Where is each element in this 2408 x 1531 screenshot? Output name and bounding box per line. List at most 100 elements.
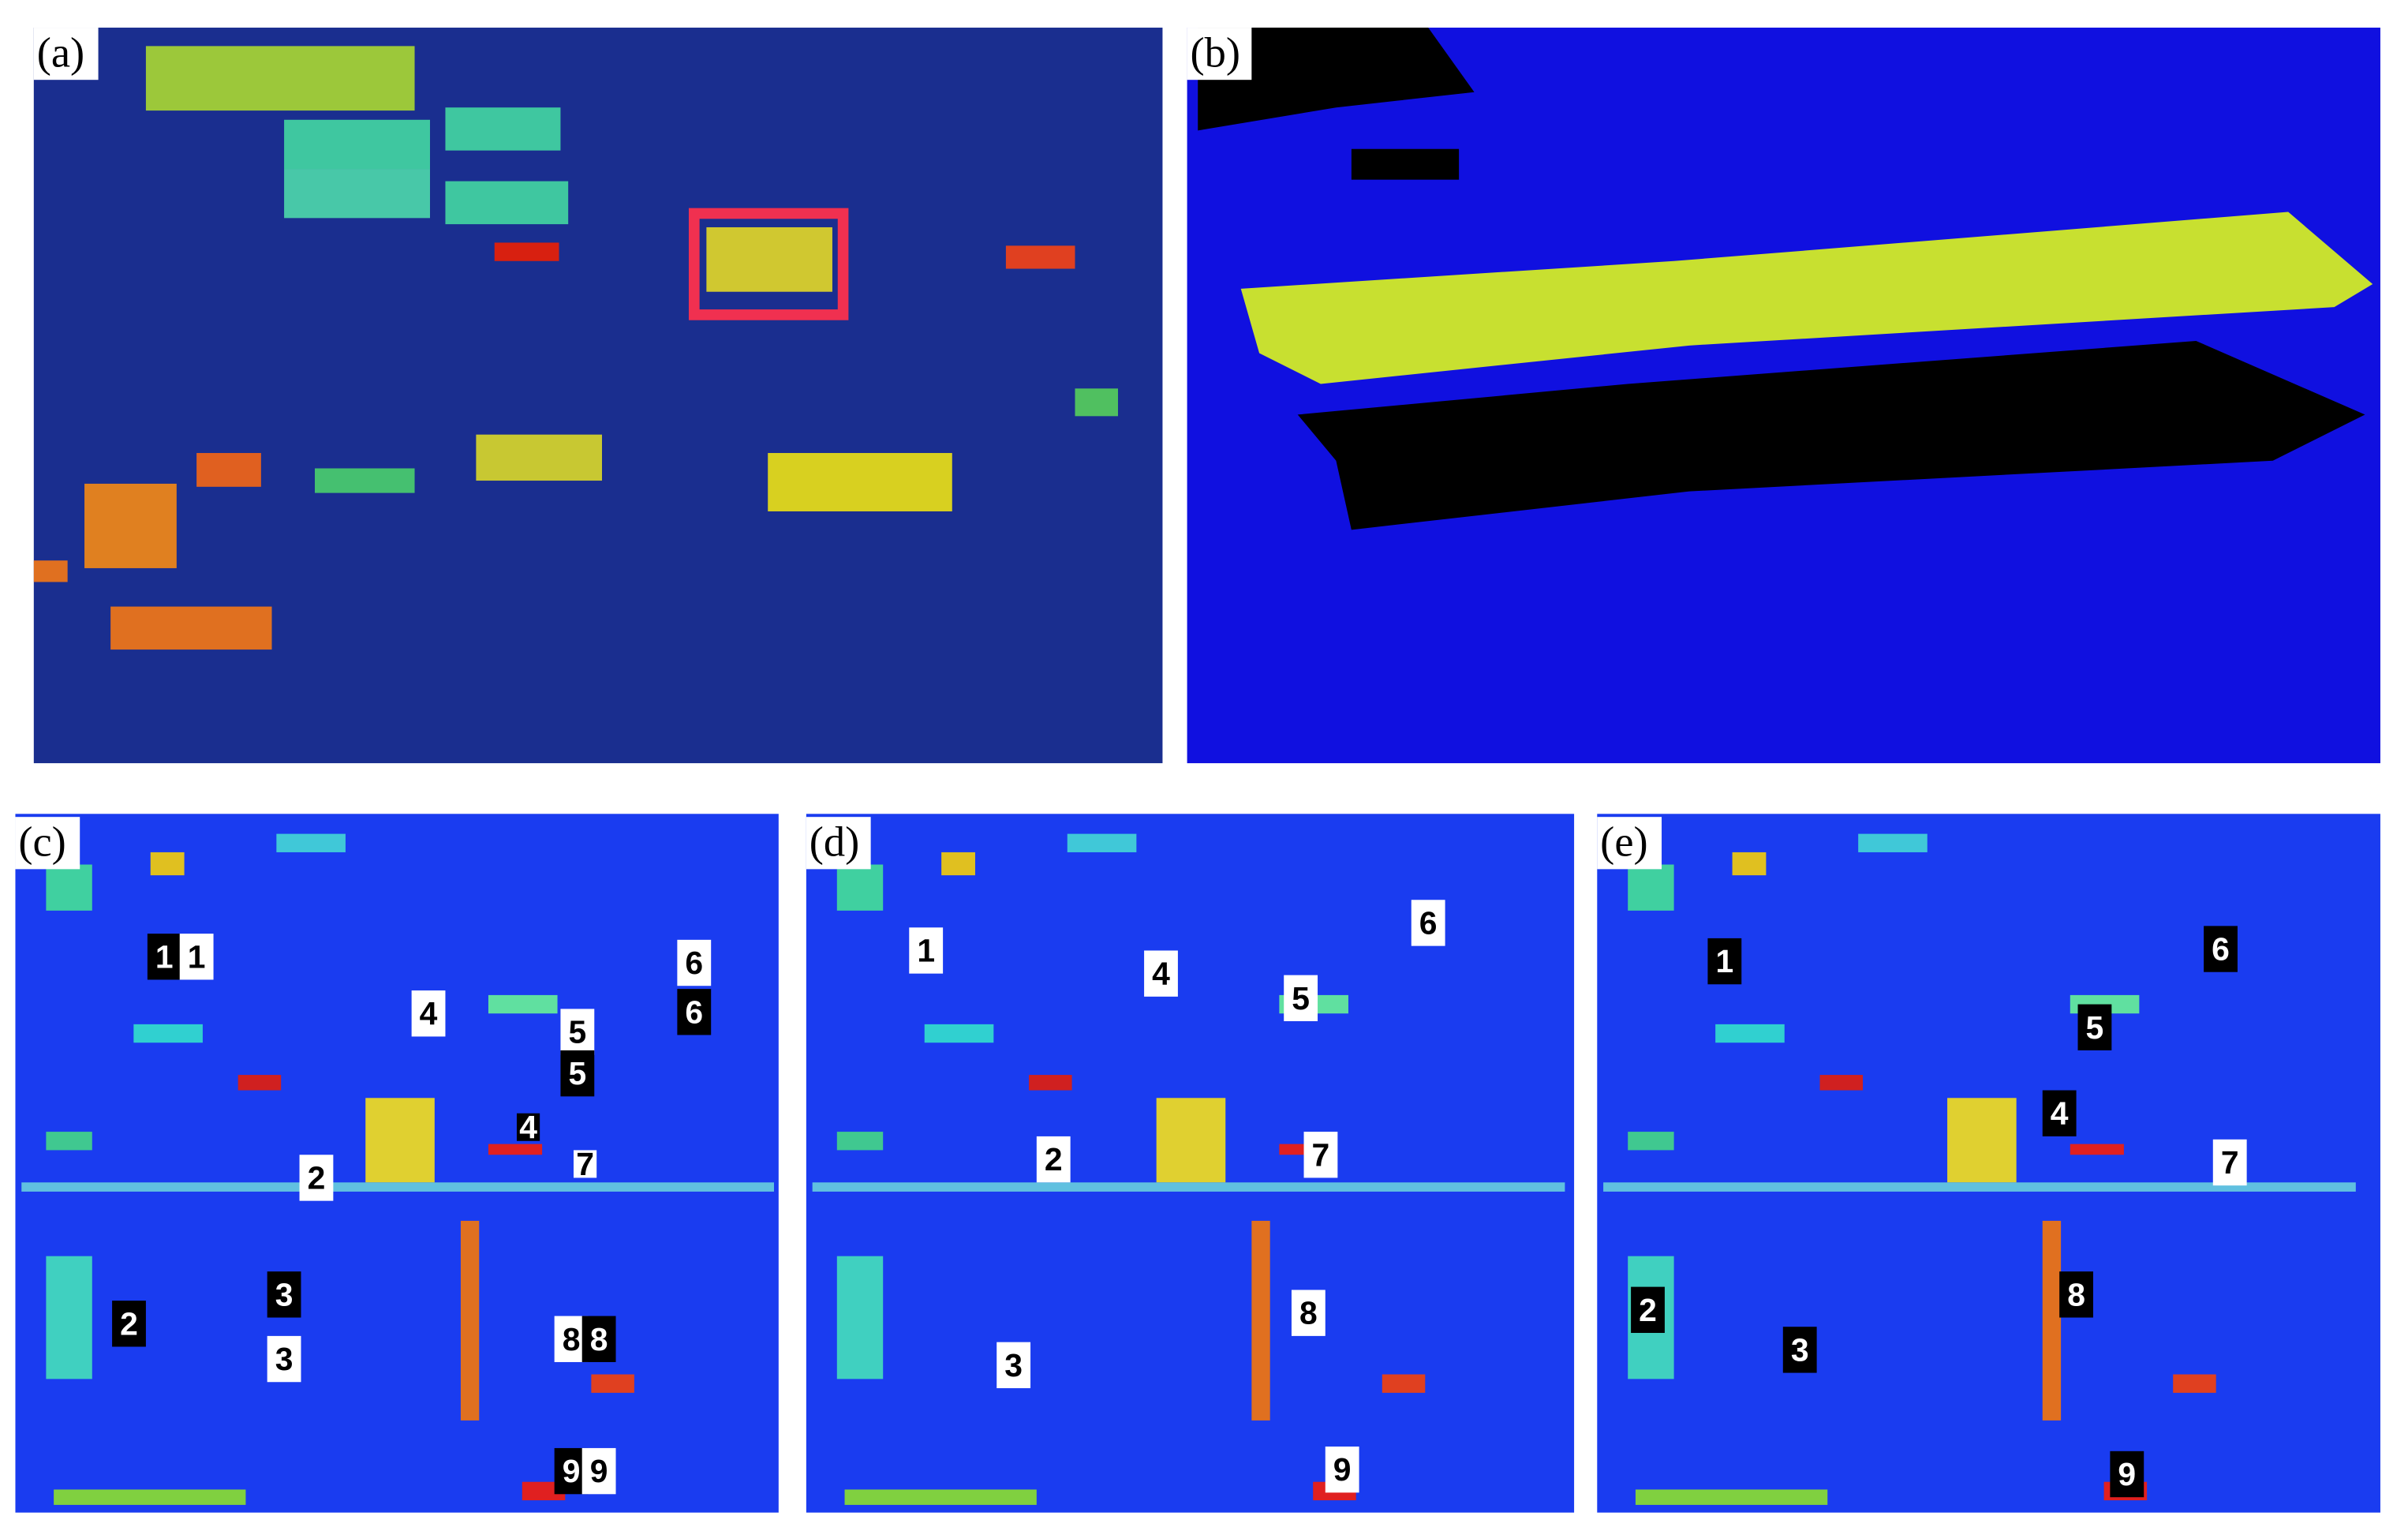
marker-background bbox=[573, 1150, 597, 1178]
marker-background bbox=[411, 990, 446, 1037]
patch bbox=[2042, 1220, 2062, 1421]
patch bbox=[150, 852, 185, 876]
label-background bbox=[15, 817, 80, 870]
marker-label: 7 bbox=[2221, 1144, 2239, 1181]
marker-label: 5 bbox=[1292, 980, 1310, 1016]
marker-label: 6 bbox=[2212, 931, 2230, 968]
marker-background bbox=[2077, 1004, 2112, 1050]
patch bbox=[276, 833, 346, 852]
marker-background bbox=[179, 934, 214, 980]
patch bbox=[1628, 1132, 1674, 1151]
patch bbox=[1635, 1489, 1828, 1505]
marker-background bbox=[1284, 975, 1318, 1021]
marker-background bbox=[1411, 900, 1445, 946]
marker-background bbox=[1782, 1327, 1817, 1373]
patch bbox=[445, 181, 569, 225]
panel-label: (c) bbox=[18, 818, 65, 866]
marker-background bbox=[1707, 938, 1742, 985]
patch bbox=[812, 1182, 1565, 1192]
patch bbox=[46, 1132, 92, 1151]
patch bbox=[1819, 1075, 1864, 1091]
shadow-band bbox=[1297, 340, 2365, 530]
patch bbox=[1005, 245, 1075, 269]
marker-label: 8 bbox=[1299, 1295, 1318, 1331]
marker-background bbox=[267, 1335, 301, 1383]
marker-background bbox=[1303, 1132, 1338, 1178]
marker-label: 3 bbox=[1791, 1331, 1809, 1368]
patch bbox=[706, 226, 832, 292]
marker-label: 2 bbox=[1045, 1141, 1063, 1177]
panel-label: (a) bbox=[37, 28, 84, 77]
marker-label: 3 bbox=[275, 1276, 294, 1312]
marker-label: 6 bbox=[685, 994, 703, 1030]
panel-image bbox=[33, 28, 1163, 764]
marker-label: 2 bbox=[1639, 1292, 1657, 1328]
marker-label: 8 bbox=[2067, 1276, 2085, 1312]
patch bbox=[844, 1489, 1037, 1505]
marker-background bbox=[299, 1155, 334, 1201]
marker-background bbox=[112, 1301, 146, 1347]
patch bbox=[1156, 1098, 1226, 1183]
patch bbox=[1603, 1182, 2356, 1192]
marker-label: 7 bbox=[1312, 1136, 1330, 1173]
patch bbox=[46, 864, 92, 911]
marker-label: 3 bbox=[275, 1341, 294, 1377]
marker-background bbox=[560, 1050, 595, 1097]
patch bbox=[2173, 1374, 2216, 1393]
marker-background bbox=[2110, 1451, 2144, 1498]
marker-label: 6 bbox=[1419, 904, 1438, 941]
patch bbox=[1947, 1098, 2017, 1183]
patch bbox=[836, 1256, 884, 1379]
marker-label: 5 bbox=[2086, 1009, 2104, 1046]
marker-background bbox=[581, 1447, 616, 1495]
patch bbox=[2070, 1144, 2124, 1155]
bright-band bbox=[1240, 211, 2373, 384]
marker-label: 4 bbox=[519, 1109, 537, 1145]
patch bbox=[445, 107, 561, 151]
marker-label: 6 bbox=[685, 945, 703, 981]
marker-label: 2 bbox=[308, 1159, 326, 1196]
patch bbox=[54, 1489, 246, 1505]
marker-background bbox=[909, 927, 944, 974]
marker-background bbox=[267, 1271, 301, 1318]
patch bbox=[21, 1182, 774, 1192]
patch bbox=[488, 994, 558, 1014]
marker-label: 4 bbox=[1152, 956, 1170, 992]
label-background bbox=[1597, 817, 1662, 870]
marker-background bbox=[2204, 926, 2238, 972]
patch bbox=[133, 1024, 203, 1043]
marker-background bbox=[1631, 1286, 1665, 1333]
marker-label: 4 bbox=[420, 995, 438, 1031]
patch bbox=[196, 453, 261, 487]
marker-background bbox=[516, 1113, 540, 1141]
marker-label: 9 bbox=[1333, 1451, 1352, 1488]
patch bbox=[836, 1132, 884, 1151]
patch bbox=[1858, 833, 1928, 852]
patch bbox=[284, 119, 430, 170]
patch bbox=[1715, 1024, 1785, 1043]
patch bbox=[768, 453, 952, 511]
marker-label: 4 bbox=[2051, 1095, 2069, 1132]
patch bbox=[836, 864, 884, 911]
patch bbox=[365, 1098, 435, 1183]
marker-label: 9 bbox=[2118, 1456, 2136, 1492]
marker-label: 3 bbox=[1004, 1347, 1023, 1383]
marker-background bbox=[2212, 1139, 2247, 1186]
marker-background bbox=[1144, 950, 1178, 997]
marker-background bbox=[2059, 1271, 2093, 1318]
patch bbox=[941, 852, 975, 876]
marker-background bbox=[677, 939, 712, 986]
marker-label: 9 bbox=[563, 1453, 581, 1489]
marker-background bbox=[1291, 1290, 1326, 1336]
patch bbox=[237, 1075, 282, 1091]
panel-label: (b) bbox=[1190, 28, 1240, 77]
highlight-box bbox=[688, 208, 849, 320]
marker-label: 9 bbox=[590, 1453, 608, 1489]
patch bbox=[1628, 864, 1674, 911]
marker-label: 1 bbox=[1715, 943, 1733, 979]
patch bbox=[1029, 1075, 1072, 1091]
marker-label: 8 bbox=[590, 1321, 608, 1357]
marker-label: 8 bbox=[563, 1321, 581, 1357]
